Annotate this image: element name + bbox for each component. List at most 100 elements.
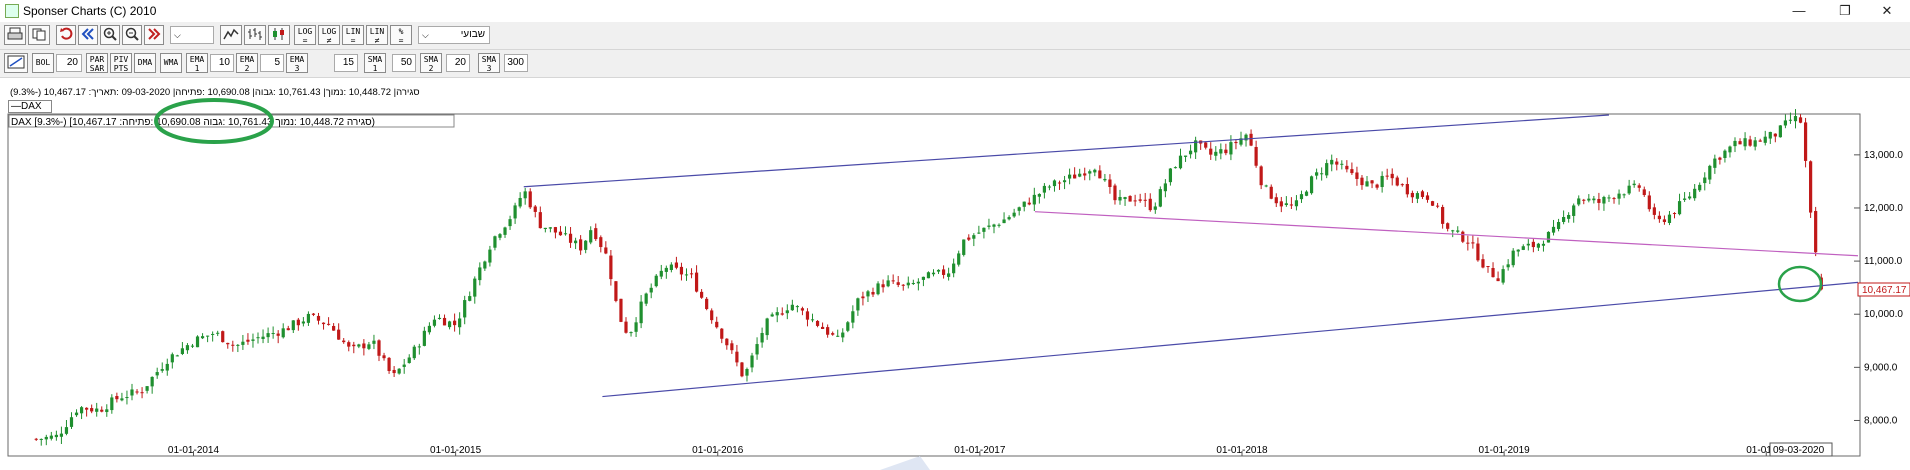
zoom-in-button[interactable]	[100, 25, 120, 45]
legend-box	[8, 114, 455, 128]
candle-body	[1773, 133, 1777, 137]
ema3-button[interactable]: EMA 3	[286, 53, 308, 73]
candle-body	[972, 235, 976, 239]
chart-type-select[interactable]: ⌵	[170, 26, 214, 44]
ema1-button[interactable]: EMA 1	[186, 53, 208, 73]
candle-body	[1471, 242, 1475, 244]
dma-button[interactable]: DMA	[134, 53, 156, 73]
double-chevron-left-icon	[81, 28, 94, 40]
candle-body	[543, 227, 547, 230]
sma2-period-input[interactable]: 20	[446, 54, 470, 72]
wma-button[interactable]: WMA	[160, 53, 182, 73]
close-button[interactable]: ✕	[1881, 3, 1893, 18]
candle-body	[1783, 120, 1788, 126]
candle-body	[977, 232, 981, 234]
candle-body	[488, 249, 492, 263]
lin-notequal-button[interactable]: LIN ≠	[366, 25, 388, 45]
lin-notequal-label: LIN ≠	[369, 27, 385, 45]
candle-body	[1627, 185, 1631, 194]
candle-body	[1103, 178, 1107, 181]
zoom-out-button[interactable]	[122, 25, 142, 45]
sma3-period-input[interactable]: 300	[504, 54, 528, 72]
candle-body	[1194, 140, 1198, 153]
candle-body	[442, 317, 447, 326]
candle-body	[291, 320, 295, 331]
ema2-button[interactable]: EMA 2	[236, 53, 258, 73]
candle-body	[1249, 133, 1253, 146]
scroll-right-button[interactable]	[144, 25, 164, 45]
candle-body	[231, 344, 235, 346]
chart-legend: DAX [9.3%-) [10,467.17 :סגירה 10,448.72 …	[11, 117, 375, 128]
candle-body	[458, 318, 462, 328]
candle-body	[155, 372, 159, 376]
copy-button[interactable]	[28, 25, 50, 45]
log-notequal-button[interactable]: LOG ≠	[318, 25, 340, 45]
candle-body	[150, 376, 154, 387]
candle-body	[1637, 185, 1641, 188]
candle-body	[1284, 203, 1288, 206]
candle-body	[261, 336, 265, 340]
candle-body	[508, 219, 512, 227]
candle-body	[79, 407, 84, 414]
sma1-period-input[interactable]: 50	[392, 54, 416, 72]
candle-body	[795, 306, 799, 308]
minimize-button[interactable]: —	[1792, 3, 1806, 18]
log-equal-button[interactable]: LOG =	[294, 25, 316, 45]
candle-body	[1380, 175, 1384, 188]
candle-body	[236, 344, 240, 346]
candle-body	[246, 339, 250, 342]
sma2-button[interactable]: SMA 2	[420, 53, 442, 73]
candle-body	[69, 417, 74, 427]
sma3-button[interactable]: SMA 3	[478, 53, 500, 73]
sma1-button[interactable]: SMA 1	[364, 53, 386, 73]
candle-body	[891, 280, 895, 282]
candle-body	[1652, 207, 1656, 215]
lin-equal-button[interactable]: LIN =	[342, 25, 364, 45]
timeframe-select[interactable]: ⌵ שבועי	[418, 26, 490, 44]
candle-body	[1083, 173, 1087, 176]
candle-body	[881, 284, 885, 288]
candle-body	[1390, 173, 1394, 179]
ema2-period-input[interactable]: 5	[260, 54, 284, 72]
candle-body	[1420, 191, 1425, 197]
bol-button[interactable]: BOL	[32, 53, 54, 73]
candle-body	[387, 357, 391, 371]
candle-body	[1814, 210, 1818, 253]
scroll-left-button[interactable]	[78, 25, 98, 45]
series-tab[interactable]: —DAX	[8, 100, 52, 113]
draw-line-button[interactable]	[4, 53, 28, 73]
candle-body	[1723, 150, 1727, 158]
candle-body	[1809, 161, 1813, 213]
candle-body	[553, 227, 558, 233]
piv-pts-button[interactable]: PIV PTS	[110, 53, 132, 73]
candle-body	[1229, 142, 1233, 155]
y-tick-label: 12,000.0	[1864, 203, 1903, 214]
restore-button[interactable]: ❐	[1839, 3, 1851, 18]
candle-body	[1274, 197, 1278, 204]
candlestick-chart-button[interactable]	[268, 25, 290, 45]
candle-body	[538, 212, 542, 229]
trendlines-group	[523, 114, 1859, 398]
percent-button[interactable]: % =	[390, 25, 412, 45]
print-button[interactable]	[4, 25, 26, 45]
candle-body	[871, 291, 875, 295]
candle-body	[558, 231, 563, 236]
candle-body	[74, 412, 79, 416]
ohlc-chart-button[interactable]	[244, 25, 266, 45]
refresh-button[interactable]	[56, 25, 76, 45]
par-sar-button[interactable]: PAR SAR	[86, 53, 108, 73]
ema3-period-input[interactable]: 15	[334, 54, 358, 72]
ema1-period-input[interactable]: 10	[210, 54, 234, 72]
candle-body	[1133, 200, 1137, 202]
candle-body	[1572, 205, 1576, 216]
candle-body	[1123, 197, 1127, 199]
line-chart-button[interactable]	[220, 25, 242, 45]
candle-body	[1405, 184, 1409, 195]
candle-body	[39, 438, 43, 440]
last-date-box	[1769, 442, 1833, 457]
lower-channel-trendline	[602, 281, 1859, 398]
candle-body	[1607, 197, 1611, 199]
bol-period-input[interactable]: 20	[56, 54, 82, 72]
app-icon	[5, 4, 19, 18]
